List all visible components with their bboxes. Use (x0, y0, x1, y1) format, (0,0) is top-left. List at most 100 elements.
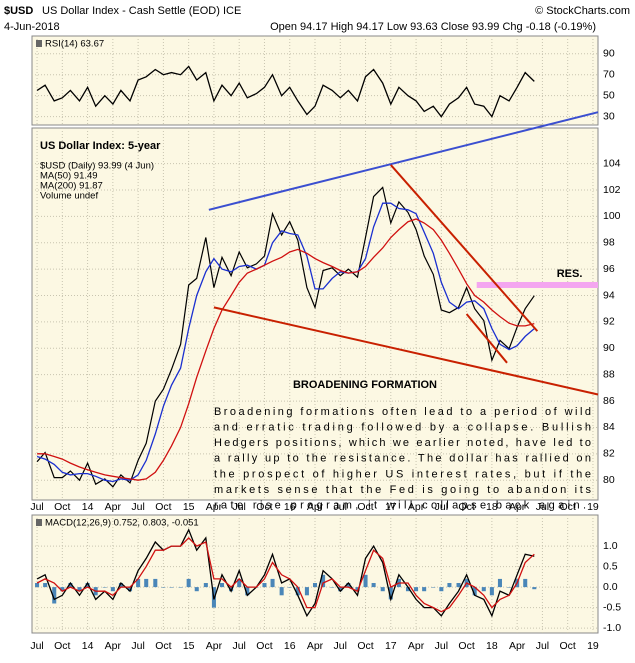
series-line (37, 218, 535, 481)
annotation-line: Hedgers positions, which we earlier note… (214, 437, 591, 449)
x-tick-label: Apr (307, 640, 324, 652)
x-tick-label: Oct (155, 640, 171, 652)
annotation-line: and erratic trading followed by a collap… (214, 422, 591, 434)
y-tick-label: 84 (603, 421, 615, 433)
histogram-bar (472, 587, 477, 596)
histogram-bar (355, 587, 360, 592)
histogram-bar (489, 587, 494, 596)
histogram-bar (481, 587, 486, 592)
x-tick-label: Apr (307, 501, 324, 513)
x-tick-label: Oct (256, 640, 272, 652)
histogram-bar (52, 587, 57, 604)
histogram-bar (60, 587, 65, 592)
y-tick-label: -1.0 (603, 622, 621, 634)
x-tick-label: Oct (155, 501, 171, 513)
legend-entry: $USD (Daily) 93.99 (4 Jun) (40, 161, 154, 172)
x-tick-label: 15 (183, 501, 195, 513)
annotation-line: Broadening formations often lead to a pe… (214, 406, 591, 418)
annotation-line: markets sense that the Fed is going to a… (214, 484, 592, 496)
histogram-bar (68, 583, 73, 588)
y-tick-label: 82 (603, 448, 615, 460)
histogram-bar (439, 587, 444, 592)
x-tick-label: Oct (54, 640, 70, 652)
x-tick-label: Oct (357, 640, 373, 652)
histogram-bar (287, 587, 292, 588)
x-tick-label: 14 (82, 501, 94, 513)
histogram-bar (431, 587, 436, 588)
histogram-bar (270, 578, 275, 588)
histogram-bar (35, 583, 40, 588)
histogram-bar (262, 583, 267, 588)
x-tick-label: Jul (131, 640, 144, 652)
x-tick-label: Oct (458, 501, 474, 513)
x-tick-label: 19 (587, 640, 599, 652)
x-tick-label: Apr (105, 501, 122, 513)
y-tick-label: 90 (603, 48, 615, 60)
x-tick-label: Oct (458, 640, 474, 652)
x-tick-label: Jul (435, 501, 448, 513)
instrument-name: US Dollar Index - Cash Settle (EOD) ICE (42, 5, 241, 17)
histogram-bar (447, 583, 452, 588)
x-tick-label: 18 (486, 501, 498, 513)
histogram-bar (363, 574, 368, 588)
y-tick-label: 88 (603, 368, 615, 380)
y-tick-label: 30 (603, 110, 615, 122)
histogram-bar (422, 587, 427, 592)
histogram-bar (497, 578, 502, 588)
y-tick-label: 104 (603, 157, 621, 169)
date: 4-Jun-2018 (4, 21, 60, 33)
histogram-bar (128, 587, 133, 592)
series-line (36, 202, 535, 483)
chart-title: US Dollar Index: 5-year (40, 140, 161, 152)
histogram-bar (321, 574, 326, 588)
x-tick-label: Oct (54, 501, 70, 513)
x-tick-label: Apr (408, 640, 425, 652)
x-tick-label: Apr (509, 640, 526, 652)
y-tick-label: 94 (603, 289, 615, 301)
trendline (213, 306, 599, 396)
x-tick-label: Jul (536, 501, 549, 513)
y-tick-label: 70 (603, 69, 615, 81)
histogram-bar (194, 587, 199, 592)
histogram-bar (203, 583, 208, 588)
y-tick-label: 92 (603, 316, 615, 328)
x-tick-label: Oct (357, 501, 373, 513)
histogram-bar (279, 587, 284, 596)
trendline (465, 313, 508, 364)
x-tick-label: Jul (334, 501, 347, 513)
histogram-bar (523, 578, 528, 588)
panel (31, 514, 599, 634)
x-tick-label: Jul (30, 640, 43, 652)
label-icon (36, 40, 42, 47)
x-tick-label: Oct (256, 501, 272, 513)
quote: Open 94.17 High 94.17 Low 93.63 Close 93… (270, 21, 596, 33)
x-tick-label: 17 (385, 501, 397, 513)
histogram-bar (102, 587, 107, 588)
histogram-bar (532, 587, 537, 590)
histogram-bar (186, 578, 191, 588)
histogram-bar (43, 583, 48, 588)
histogram-bar (304, 587, 309, 596)
x-tick-label: 14 (82, 640, 94, 652)
x-tick-label: Apr (105, 640, 122, 652)
y-tick-label: 50 (603, 89, 615, 101)
x-tick-label: Apr (408, 501, 425, 513)
histogram-bar (245, 587, 250, 596)
histogram-bar (110, 587, 115, 592)
histogram-bar (144, 578, 149, 588)
histogram-bar (169, 587, 174, 588)
annotation-line: rate rise program, it will collapse back… (214, 500, 586, 512)
label-icon (36, 519, 42, 526)
annotation-line: the prospect of higher US interest rates… (214, 468, 591, 480)
panel (31, 35, 599, 126)
histogram-bar (456, 583, 461, 588)
histogram-bar (330, 587, 335, 588)
x-tick-label: Oct (560, 501, 576, 513)
histogram-bar (153, 578, 158, 588)
credit: © StockCharts.com (535, 5, 630, 17)
histogram-bar (118, 583, 123, 588)
y-tick-label: 98 (603, 237, 615, 249)
x-tick-label: 18 (486, 640, 498, 652)
x-tick-label: Jul (536, 640, 549, 652)
